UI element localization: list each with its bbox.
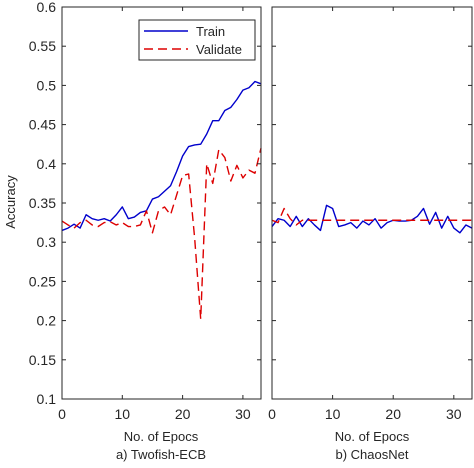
y-tick-label: 0.15 xyxy=(29,352,56,368)
x-tick-label: 30 xyxy=(446,406,462,422)
series-line-validate xyxy=(61,147,262,320)
legend-validate-label: Validate xyxy=(196,42,242,57)
x-tick-label: 0 xyxy=(268,406,276,422)
tick-layer: 0 10 20 30 0.1 0.15 0.2 0.25 0.3 0.35 0.4 0.45 0.5 0.… xyxy=(29,0,261,422)
legend-box xyxy=(138,19,256,61)
y-tick-label: 0.3 xyxy=(37,234,57,250)
y-tick-label: 0.55 xyxy=(29,38,56,54)
series-line-validate xyxy=(271,207,472,226)
x-tick-label: 30 xyxy=(235,406,251,422)
panel-twofish-ecb: 0 10 20 30 0.1 0.15 0.2 0.25 0.3 0.35 0.4 0.45 0.5 0.… xyxy=(29,0,262,462)
y-tick-label: 0.2 xyxy=(37,313,57,329)
tick-layer: 0 10 20 30 xyxy=(268,6,472,422)
y-tick-label: 0.6 xyxy=(37,0,57,15)
x-axis-title: No. of Epocs xyxy=(124,429,199,444)
y-tick-label: 0.35 xyxy=(29,195,56,211)
y-tick-label: 0.4 xyxy=(37,156,57,172)
series-layer xyxy=(271,204,473,234)
x-tick-label: 20 xyxy=(175,406,191,422)
series-line-train xyxy=(61,80,262,232)
panel-caption: b) ChaosNet xyxy=(336,447,409,462)
y-tick-label: 0.5 xyxy=(37,77,57,93)
x-tick-label: 10 xyxy=(325,406,341,422)
legend: Train Validate xyxy=(138,19,256,61)
series-layer xyxy=(61,80,262,320)
panel-caption: a) Twofish-ECB xyxy=(116,447,206,462)
y-tick-label: 0.45 xyxy=(29,117,56,133)
x-tick-label: 10 xyxy=(115,406,131,422)
legend-train-label: Train xyxy=(196,24,225,39)
y-tick-label: 0.25 xyxy=(29,273,56,289)
y-axis-title: Accuracy xyxy=(3,175,18,229)
x-tick-label: 0 xyxy=(58,406,66,422)
x-tick-label: 20 xyxy=(385,406,401,422)
panel-chaosnet: 0 10 20 30 No. of Epocs b) ChaosNet xyxy=(268,6,473,462)
x-axis-title: No. of Epocs xyxy=(335,429,410,444)
y-tick-label: 0.1 xyxy=(37,391,57,407)
